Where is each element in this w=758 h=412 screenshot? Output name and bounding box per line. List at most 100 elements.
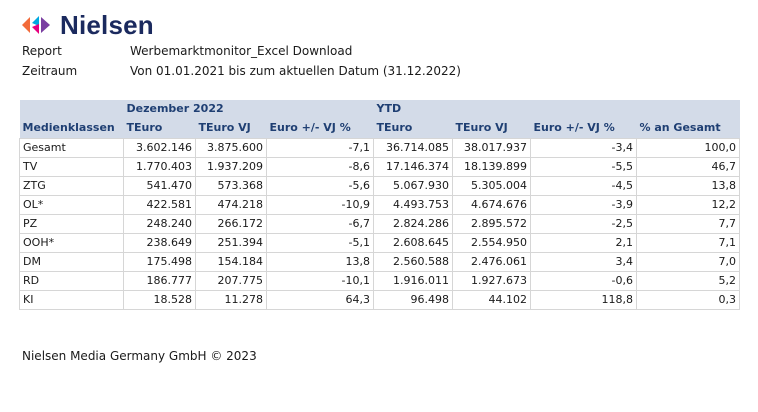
value-cell: 154.184: [195, 252, 267, 272]
nielsen-wordmark: Nielsen: [60, 10, 154, 40]
value-cell: 5.067.930: [373, 176, 453, 196]
value-cell: 251.394: [195, 233, 267, 253]
table-row: ZTG 541.470 573.368 -5,6 5.067.930 5.305.004-…: [19, 176, 741, 196]
value-cell: 1.770.403: [123, 157, 196, 177]
media-class-cell: OOH*: [19, 233, 124, 253]
column-header: Medienklassen: [19, 118, 124, 139]
value-cell: 13,8: [266, 252, 374, 272]
footer-copyright: Nielsen Media Germany GmbH © 2023: [22, 349, 257, 363]
value-cell: 3,4: [530, 252, 637, 272]
period-value: Von 01.01.2021 bis zum aktuellen Datum (…: [130, 64, 461, 78]
report-label: Report: [22, 44, 62, 58]
period-label: Zeitraum: [22, 64, 78, 78]
value-cell: 541.470: [123, 176, 196, 196]
value-cell: 248.240: [123, 214, 196, 234]
value-cell: 11.278: [195, 290, 267, 310]
value-cell: 1.937.209: [195, 157, 267, 177]
value-cell: 2,1: [530, 233, 637, 253]
column-header: TEuro: [123, 118, 196, 139]
group-header-empty: [19, 100, 124, 118]
media-class-cell: RD: [19, 271, 124, 291]
value-cell: -5,6: [266, 176, 374, 196]
report-value: Werbemarktmonitor_Excel Download: [130, 44, 353, 58]
value-cell: 5.305.004: [452, 176, 531, 196]
table-row: TV 1.770.403 1.937.209 -8,6 17.146.374 18.139…: [19, 157, 741, 177]
group-header-row: Dezember 2022 YTD: [19, 100, 740, 118]
value-cell: -10,1: [266, 271, 374, 291]
value-cell: 3.875.600: [195, 138, 267, 158]
value-cell: 46,7: [635, 157, 741, 177]
value-cell: 2.476.061: [452, 252, 531, 272]
column-header: Euro +/- VJ %: [266, 118, 374, 139]
value-cell: 7,7: [635, 214, 741, 234]
column-header: % an Gesamt: [636, 118, 740, 139]
value-cell: 2.608.645: [373, 233, 453, 253]
media-class-cell: Gesamt: [19, 138, 124, 158]
value-cell: 64,3: [266, 290, 374, 310]
column-header: TEuro VJ: [452, 118, 531, 139]
value-cell: 7,1: [635, 233, 741, 253]
table-row: RD 186.777 207.775 -10,1 1.916.011 1.927.673-…: [19, 271, 741, 291]
value-cell: -3,9: [530, 195, 637, 215]
media-class-cell: OL*: [19, 195, 124, 215]
table-row: PZ 248.240 266.172 -6,7 2.824.286 2.895.572 -2…: [19, 214, 741, 234]
media-class-cell: PZ: [19, 214, 124, 234]
value-cell: 4.674.676: [452, 195, 531, 215]
value-cell: 5,2: [635, 271, 741, 291]
table-row: DM 175.498 154.184 13,8 2.560.588 2.476.061 3,…: [19, 252, 741, 272]
value-cell: 1.927.673: [452, 271, 531, 291]
value-cell: 1.916.011: [373, 271, 453, 291]
column-header: TEuro: [373, 118, 453, 139]
media-class-table: Dezember 2022 YTD Medienklassen TEuro TEur…: [19, 100, 741, 310]
value-cell: 17.146.374: [373, 157, 453, 177]
value-cell: 18.139.899: [452, 157, 531, 177]
value-cell: 186.777: [123, 271, 196, 291]
table-row: Gesamt 3.602.146 3.875.600 -7,1 36.714.085 38…: [19, 138, 741, 158]
value-cell: -0,6: [530, 271, 637, 291]
value-cell: -3,4: [530, 138, 637, 158]
value-cell: -7,1: [266, 138, 374, 158]
column-header-row: Medienklassen TEuro TEuro VJ Euro +/- VJ % T…: [19, 118, 740, 139]
value-cell: 266.172: [195, 214, 267, 234]
value-cell: 422.581: [123, 195, 196, 215]
value-cell: -2,5: [530, 214, 637, 234]
report-row: Report Werbemarktmonitor_Excel Download: [22, 41, 461, 61]
value-cell: 573.368: [195, 176, 267, 196]
media-class-cell: TV: [19, 157, 124, 177]
value-cell: -5,1: [266, 233, 374, 253]
value-cell: 96.498: [373, 290, 453, 310]
value-cell: 2.560.588: [373, 252, 453, 272]
value-cell: -10,9: [266, 195, 374, 215]
period-row: Zeitraum Von 01.01.2021 bis zum aktuelle…: [22, 61, 461, 81]
value-cell: 2.824.286: [373, 214, 453, 234]
nielsen-logo-icon: [22, 16, 50, 34]
media-class-cell: DM: [19, 252, 124, 272]
nielsen-logo: Nielsen: [20, 10, 154, 40]
table-row: KI 18.528 11.278 64,3 96.498 44.102 118,8 0,3: [19, 290, 741, 310]
value-cell: -5,5: [530, 157, 637, 177]
table-body: Gesamt 3.602.146 3.875.600 -7,1 36.714.085 38…: [19, 138, 741, 310]
table-row: OOH* 238.649 251.394 -5,1 2.608.645 2.554.950…: [19, 233, 741, 253]
value-cell: 36.714.085: [373, 138, 453, 158]
media-class-cell: KI: [19, 290, 124, 310]
value-cell: 4.493.753: [373, 195, 453, 215]
value-cell: 207.775: [195, 271, 267, 291]
value-cell: 3.602.146: [123, 138, 196, 158]
value-cell: 18.528: [123, 290, 196, 310]
group-header-ytd: YTD: [373, 100, 740, 118]
value-cell: 13,8: [635, 176, 741, 196]
value-cell: 38.017.937: [452, 138, 531, 158]
table-row: OL* 422.581 474.218 -10,9 4.493.753 4.674.676…: [19, 195, 741, 215]
column-header: TEuro VJ: [195, 118, 267, 139]
value-cell: -8,6: [266, 157, 374, 177]
value-cell: 474.218: [195, 195, 267, 215]
group-header-month: Dezember 2022: [123, 100, 374, 118]
media-class-cell: ZTG: [19, 176, 124, 196]
value-cell: 2.554.950: [452, 233, 531, 253]
value-cell: 100,0: [635, 138, 741, 158]
value-cell: 118,8: [530, 290, 637, 310]
value-cell: 12,2: [635, 195, 741, 215]
value-cell: 175.498: [123, 252, 196, 272]
value-cell: 0,3: [635, 290, 741, 310]
value-cell: 7,0: [635, 252, 741, 272]
